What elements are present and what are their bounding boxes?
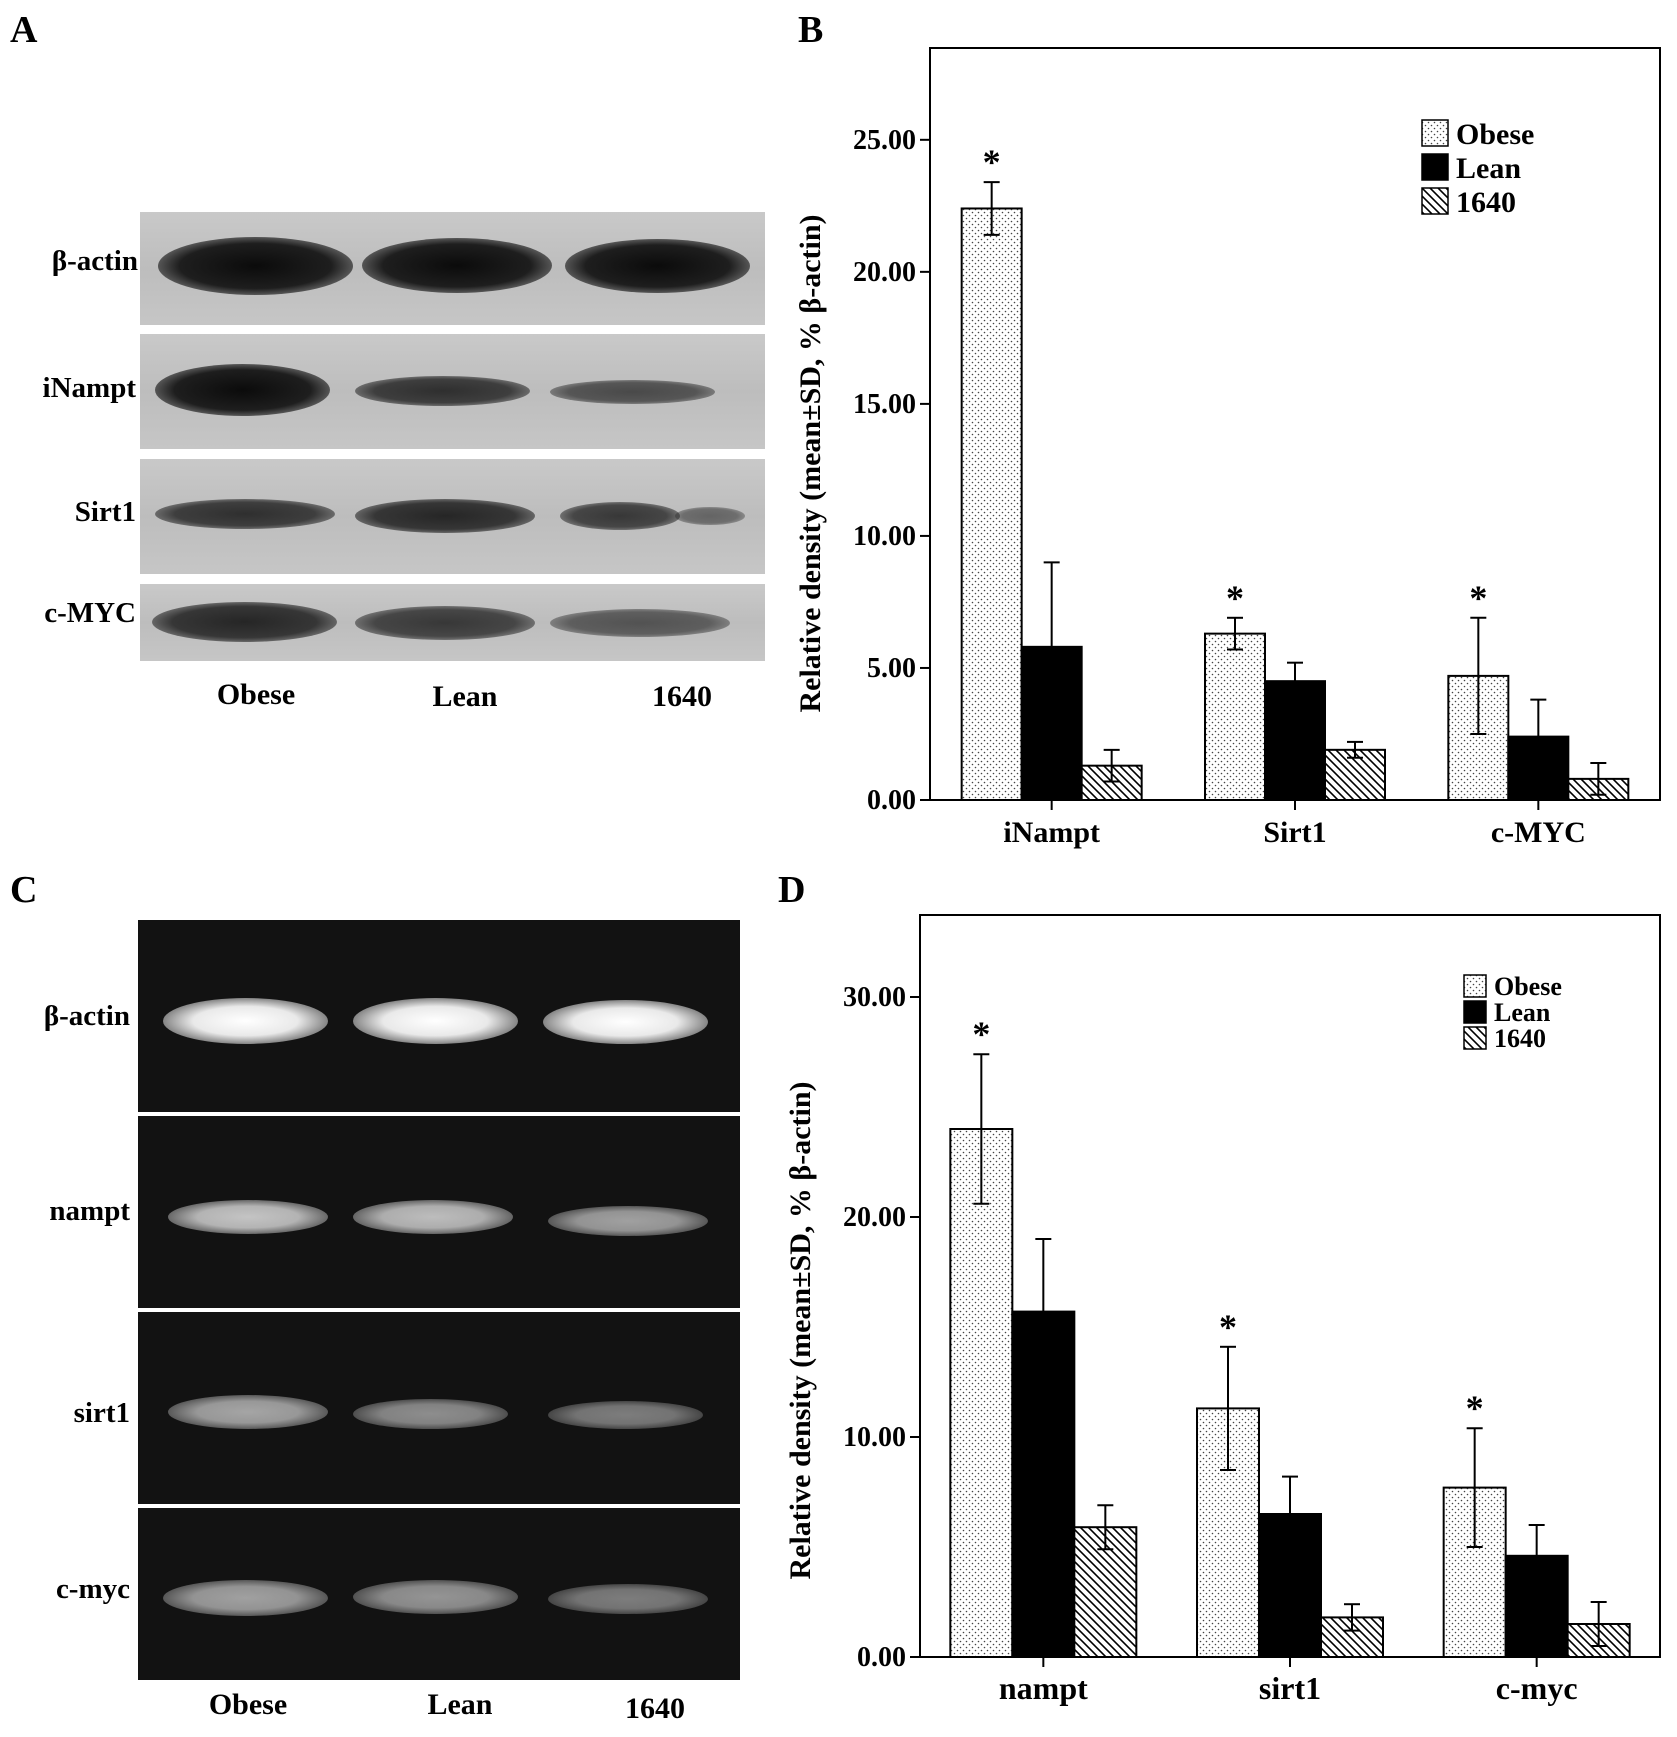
legend-swatch	[1421, 187, 1449, 215]
bar-solid	[1264, 680, 1326, 802]
band	[355, 499, 535, 533]
panel-letter-c: C	[10, 869, 38, 911]
band	[152, 602, 337, 642]
band	[560, 502, 680, 530]
significance-marker: *	[1469, 578, 1487, 618]
gel-lane-label: Obese	[208, 1688, 288, 1721]
bar-dots	[960, 207, 1023, 802]
band	[355, 606, 535, 640]
band	[155, 499, 335, 529]
legend-label: Lean	[1494, 998, 1551, 1027]
x-tick-label: c-MYC	[1491, 816, 1586, 849]
significance-marker: *	[1466, 1388, 1484, 1428]
band	[548, 1206, 708, 1236]
band	[548, 1401, 703, 1429]
bar-chart-b: 0.00 5.00 10.00 15.00 20.00 25.00 Relative den…	[794, 47, 1661, 849]
y-tick-label: 20.00	[853, 257, 916, 288]
blot-row-label: c-MYC	[44, 597, 136, 629]
blot-row-label: β-actin	[51, 245, 138, 277]
band	[362, 238, 552, 293]
blot-strip-sirt1	[140, 459, 765, 574]
legend-label: Obese	[1456, 118, 1534, 151]
legend-label: Obese	[1494, 972, 1562, 1001]
band	[353, 1200, 513, 1234]
band	[168, 1395, 328, 1429]
band	[675, 507, 745, 525]
band	[550, 609, 730, 637]
y-tick-label: 0.00	[867, 785, 916, 816]
gel-row-label: β-actin	[43, 1000, 130, 1032]
band	[163, 998, 328, 1044]
panel-letter-a: A	[10, 9, 38, 51]
y-tick-label: 20.00	[843, 1202, 906, 1233]
y-tick-label: 15.00	[853, 389, 916, 420]
band	[168, 1200, 328, 1234]
y-tick-label: 5.00	[867, 653, 916, 684]
band	[158, 237, 353, 295]
band	[353, 998, 518, 1044]
blot-row-label: Sirt1	[74, 496, 136, 528]
blot-strip-beta-actin	[140, 212, 765, 325]
band	[565, 239, 750, 293]
bar-dots	[1204, 632, 1266, 802]
gel-strip-beta-actin	[138, 920, 740, 1112]
significance-marker: *	[1226, 578, 1244, 618]
y-axis-title: Relative density (mean±SD, % β-actin)	[784, 1081, 817, 1579]
gel-strip-sirt1	[138, 1312, 740, 1504]
band	[355, 376, 530, 406]
panel-letter-d: D	[778, 869, 806, 911]
legend-label: Lean	[1456, 152, 1521, 185]
band	[550, 380, 715, 404]
legend-swatch	[1421, 119, 1449, 147]
x-tick-label: c-myc	[1496, 1670, 1578, 1706]
x-tick-label: nampt	[999, 1670, 1088, 1706]
legend-label: 1640	[1494, 1024, 1546, 1053]
band	[155, 364, 330, 416]
x-tick-label: Sirt1	[1263, 816, 1326, 849]
legend-swatch	[1463, 1000, 1487, 1024]
band	[543, 1000, 708, 1044]
y-tick-label: 10.00	[843, 1422, 906, 1453]
blot-lane-label: Lean	[432, 680, 498, 713]
blot-row-label: iNampt	[42, 372, 136, 404]
gel-strip-c-myc	[138, 1508, 740, 1680]
significance-marker: *	[983, 142, 1001, 182]
band	[548, 1584, 708, 1614]
significance-marker: *	[972, 1014, 990, 1054]
bar-dots	[949, 1128, 1014, 1658]
gel-lane-label: Lean	[427, 1688, 493, 1721]
significance-marker: *	[1219, 1307, 1237, 1347]
band	[163, 1580, 328, 1616]
legend-label: 1640	[1456, 186, 1516, 219]
blot-strip-inampt	[140, 334, 765, 449]
blot-lane-label: Obese	[216, 678, 296, 711]
band	[353, 1399, 508, 1429]
bar-chart-d: 0.00 10.00 20.00 30.00 Relative density (mea…	[784, 914, 1661, 1706]
blot-strip-c-myc	[140, 584, 765, 661]
x-tick-label: iNampt	[1003, 816, 1100, 849]
band	[353, 1580, 518, 1614]
y-tick-label: 10.00	[853, 521, 916, 552]
legend-swatch	[1463, 974, 1487, 998]
legend-swatch	[1421, 153, 1449, 181]
y-tick-label: 0.00	[857, 1642, 906, 1673]
blot-lane-label: 1640	[652, 680, 712, 713]
gel-row-label: sirt1	[73, 1397, 130, 1429]
y-axis-title: Relative density (mean±SD, % β-actin)	[794, 214, 827, 712]
gel-strip-nampt	[138, 1116, 740, 1308]
gel-lane-label: 1640	[625, 1692, 685, 1725]
x-tick-label: sirt1	[1259, 1670, 1321, 1706]
y-tick-label: 25.00	[853, 125, 916, 156]
legend-swatch	[1463, 1026, 1487, 1050]
gel-row-label: c-myc	[55, 1573, 130, 1605]
y-tick-label: 30.00	[843, 982, 906, 1013]
gel-row-label: nampt	[49, 1195, 130, 1227]
panel-letter-b: B	[798, 9, 824, 51]
